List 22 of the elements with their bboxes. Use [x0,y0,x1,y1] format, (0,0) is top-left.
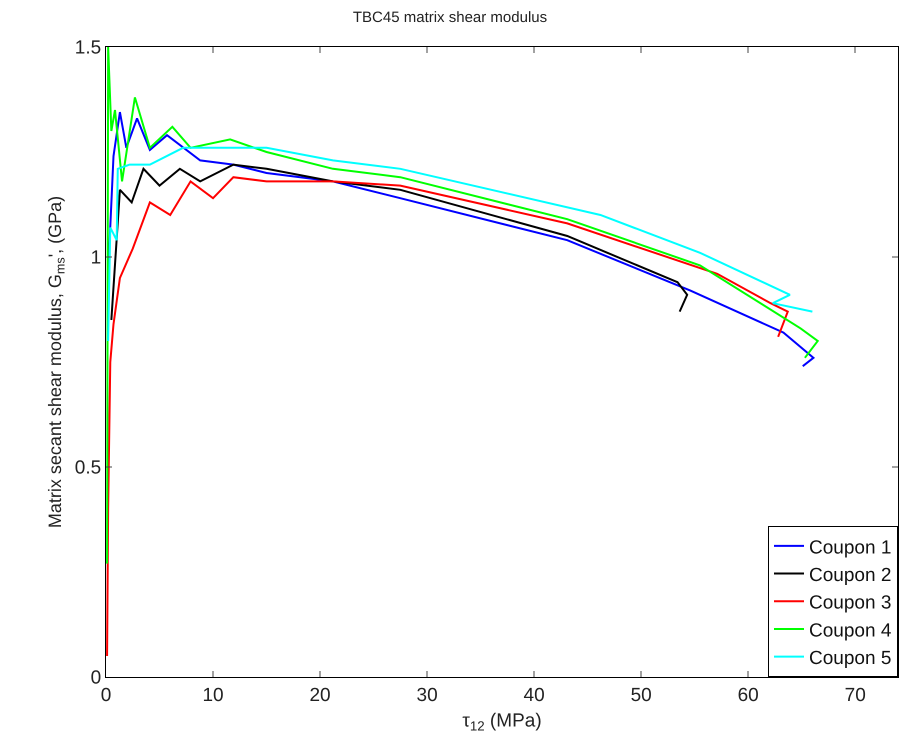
line-series [110,164,688,321]
x-axis-title: τ$_{12}$ (MPa) [462,710,542,734]
x-tick-label: 10 [202,684,224,706]
x-tick-label: 70 [844,684,866,706]
legend-label: Coupon 5 [809,648,892,670]
y-tick-label: 1.5 [74,38,102,59]
y-tick-label: 1 [90,248,102,269]
legend-label: Coupon 4 [809,620,892,642]
legend-label: Coupon 2 [809,564,892,586]
line-series [107,111,814,368]
x-tick-label: 30 [416,684,438,706]
x-tick-label: 40 [524,684,545,706]
y-tick-label: 0.5 [74,458,102,479]
y-tick-label: 0 [90,668,102,689]
legend-label: Coupon 3 [809,592,892,614]
line-series [106,176,789,657]
x-tick-label: 50 [630,684,652,706]
x-tick-label: 20 [309,684,331,706]
chart-title: TBC45 matrix shear modulus [352,8,548,26]
legend-label: Coupon 1 [809,537,892,558]
line-series [107,146,814,342]
x-tick-label: 60 [738,684,759,706]
